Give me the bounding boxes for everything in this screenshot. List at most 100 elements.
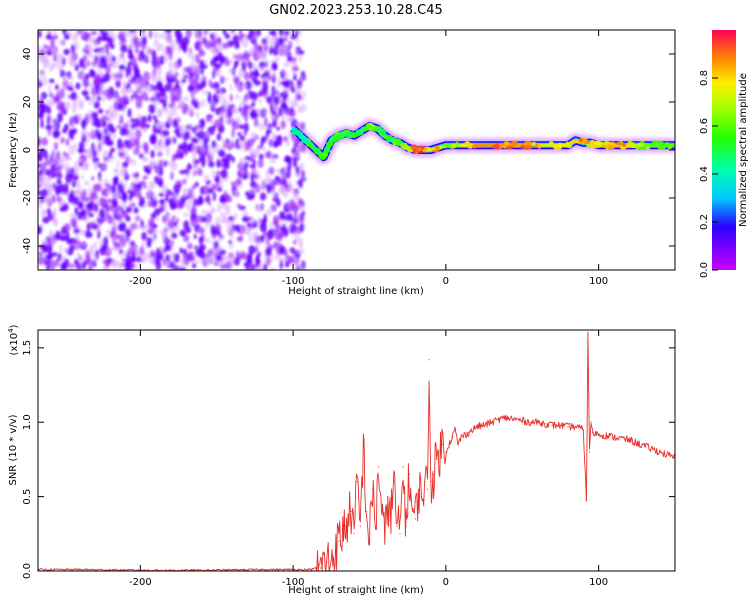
colorbar-tick-label: 0.0	[699, 262, 710, 278]
snr-point	[320, 567, 322, 569]
noise-region	[38, 30, 307, 270]
snr-point	[498, 418, 500, 420]
snr-point	[529, 421, 531, 423]
snr-ytick-label: 0.0	[22, 563, 33, 579]
snr-ylabel: SNR (10 * v/v)	[8, 414, 19, 485]
snr-point	[433, 473, 435, 475]
snr-point	[390, 518, 392, 520]
snr-xlabel: Height of straight line (km)	[288, 585, 424, 596]
snr-point	[445, 451, 447, 453]
snr-point	[491, 421, 493, 423]
snr-point	[575, 426, 577, 428]
snr-point	[506, 417, 508, 419]
snr-point	[439, 451, 441, 453]
snr-point	[420, 496, 422, 498]
spectrogram-ytick-label: 40	[22, 48, 33, 61]
snr-point	[613, 436, 615, 438]
snr-point	[362, 443, 364, 446]
spectrogram-ytick-label: 20	[22, 96, 33, 109]
snr-point	[460, 436, 462, 438]
snr-point	[451, 436, 453, 438]
snr-point	[408, 473, 410, 475]
snr-point	[262, 568, 264, 571]
snr-point	[353, 533, 355, 535]
snr-point	[78, 568, 80, 571]
signal-track	[288, 119, 675, 165]
snr-ytick-label: 0.5	[22, 489, 33, 505]
snr-point	[628, 439, 630, 441]
snr-point	[387, 496, 389, 498]
spectrogram-ylabel: Frequency (Hz)	[8, 112, 19, 188]
snr-point	[598, 433, 600, 435]
snr-point	[514, 418, 516, 420]
snr-point	[426, 488, 429, 490]
snr-line	[38, 331, 675, 571]
snr-point	[454, 429, 456, 431]
spectrogram-ytick-label: 0	[22, 147, 33, 153]
colorbar: 0.0 0.2 0.4 0.6 0.8 Normalized spectral ampl…	[699, 30, 749, 278]
snr-xtick-label: 100	[589, 577, 608, 588]
snr-point	[378, 466, 380, 468]
snr-point	[365, 510, 367, 513]
snr-frame	[37, 329, 676, 572]
snr-point	[428, 359, 430, 361]
snr-point	[396, 525, 398, 528]
spectrogram-xlabel: Height of straight line (km)	[288, 286, 424, 297]
snr-point	[307, 568, 309, 571]
snr-point	[344, 525, 346, 528]
snr-point	[468, 432, 470, 434]
snr-point	[457, 443, 459, 446]
colorbar-label: Normalized spectral amplitude	[738, 73, 749, 227]
snr-point	[356, 481, 358, 483]
spectrogram-xtick-label: -200	[129, 276, 152, 287]
snr-ytick-label: 1.5	[22, 340, 33, 356]
snr-point	[430, 481, 432, 483]
snr-series	[38, 330, 675, 571]
spectrogram-ytick-label: -20	[22, 190, 33, 206]
snr-point	[567, 426, 569, 428]
snr-point	[423, 481, 426, 483]
colorbar-tick-label: 0.6	[699, 118, 710, 134]
snr-point	[326, 561, 328, 563]
snr-xtick-label: 0	[443, 577, 449, 588]
snr-point	[659, 451, 661, 453]
colorbar-tick-label: 0.8	[699, 70, 710, 86]
snr-point	[483, 424, 485, 426]
snr-point	[375, 525, 377, 528]
snr-point	[384, 540, 386, 542]
snr-point	[521, 420, 523, 422]
snr-point	[475, 426, 477, 428]
snr-panel: -200 -100 0 100 0.0 0.5 1.0 1.5 Height of strai…	[7, 324, 676, 596]
snr-point	[359, 525, 361, 528]
snr-point	[552, 424, 554, 426]
snr-ytick-label: 1.0	[22, 414, 33, 430]
snr-point	[338, 540, 340, 542]
snr-point	[332, 555, 334, 557]
snr-point	[585, 499, 588, 501]
colorbar-gradient	[712, 30, 736, 270]
snr-point	[448, 443, 450, 446]
colorbar-tick-label: 0.2	[699, 214, 710, 230]
snr-point	[591, 432, 594, 434]
spectrogram-ytick-label: -40	[22, 238, 33, 254]
snr-point	[405, 525, 407, 528]
snr-point	[368, 540, 371, 542]
snr-point	[399, 533, 401, 535]
snr-point	[442, 443, 444, 446]
snr-point	[393, 481, 395, 483]
snr-point	[381, 510, 383, 513]
snr-point	[436, 458, 438, 460]
snr-point	[582, 429, 584, 431]
snr-point	[643, 445, 646, 447]
snr-point	[544, 423, 546, 425]
snr-point	[536, 421, 539, 423]
snr-multiplier: (x104)	[7, 324, 20, 355]
spectrogram-xtick-label: 100	[589, 276, 608, 287]
snr-point	[350, 510, 352, 513]
spectrogram-xtick-label: 0	[443, 276, 449, 287]
snr-point	[559, 424, 562, 426]
snr-point	[588, 451, 591, 453]
snr-xtick-label: -200	[129, 577, 152, 588]
